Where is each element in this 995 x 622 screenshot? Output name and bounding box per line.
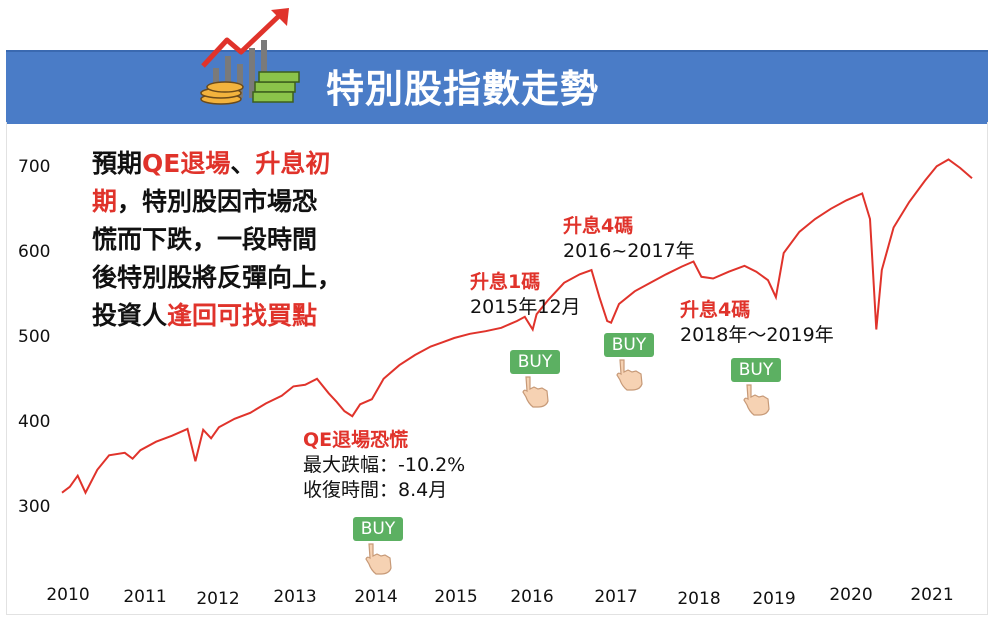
annotation-title: 升息1碼 (470, 271, 541, 293)
pointing-hand-icon (743, 384, 770, 416)
pointing-hand-icon (522, 376, 549, 408)
buy-button[interactable]: BUY (510, 350, 560, 374)
x-tick-label: 2015 (434, 587, 478, 607)
note-text: 投資人 (92, 301, 168, 330)
pointing-hand-icon (616, 359, 643, 391)
annotation-hike4a: 升息4碼 2016~2017年 (563, 214, 695, 264)
rising-chart-money-icon (200, 8, 300, 105)
annotation-title: 升息4碼 (563, 215, 634, 237)
page-title: 特別股指數走勢 (326, 67, 600, 111)
x-tick-label: 2010 (46, 585, 90, 605)
annotation-hike1: 升息1碼 2015年12月 (470, 270, 581, 320)
note-text: 慌而下跌，一段時間 (92, 225, 318, 254)
annotation-qe: QE退場恐慌 最大跌幅：-10.2% 收復時間：8.4月 (303, 428, 465, 503)
note-text: 、 (230, 149, 256, 178)
x-tick-label: 2014 (354, 587, 398, 607)
annotation-text: 收復時間：8.4月 (303, 479, 448, 501)
buy-button[interactable]: BUY (353, 517, 403, 541)
y-tick-label: 600 (18, 242, 51, 262)
annotation-text: 最大跌幅：-10.2% (303, 454, 466, 476)
x-tick-label: 2019 (752, 589, 796, 609)
explanation-note: 預期QE退場、升息初 期，特別股因市場恐 慌而下跌，一段時間 後特別股將反彈向上… (92, 145, 402, 335)
y-tick-label: 700 (18, 157, 51, 177)
chart-frame (6, 122, 988, 615)
x-tick-label: 2012 (196, 589, 240, 609)
y-tick-label: 300 (18, 497, 51, 517)
x-tick-label: 2017 (594, 587, 638, 607)
annotation-text: 2015年12月 (470, 296, 581, 318)
y-tick-label: 400 (18, 412, 51, 432)
title-banner (6, 50, 988, 124)
note-highlight: 升息初 (255, 149, 331, 178)
annotation-title: 升息4碼 (680, 299, 751, 321)
x-tick-label: 2011 (123, 587, 167, 607)
note-highlight: 逢回可找買點 (167, 301, 318, 330)
note-text: ，特別股因市場恐 (117, 187, 318, 216)
note-highlight: 期 (92, 187, 118, 216)
buy-button[interactable]: BUY (731, 358, 781, 382)
y-tick-label: 500 (18, 327, 51, 347)
note-highlight: QE退場 (142, 149, 231, 178)
annotation-hike4b: 升息4碼 2018年～2019年 (680, 298, 834, 348)
x-tick-label: 2016 (510, 587, 554, 607)
x-tick-label: 2013 (273, 587, 317, 607)
annotation-text: 2016~2017年 (563, 240, 695, 262)
pointing-hand-icon (365, 543, 392, 575)
x-tick-label: 2020 (829, 585, 873, 605)
note-text: 預期 (92, 149, 143, 178)
series-line (61, 158, 973, 495)
note-text: 後特別股將反彈向上， (92, 263, 343, 292)
annotation-text: 2018年～2019年 (680, 324, 834, 346)
x-tick-label: 2018 (677, 589, 721, 609)
annotation-title: QE退場恐慌 (303, 429, 409, 451)
buy-button[interactable]: BUY (604, 333, 654, 357)
x-tick-label: 2021 (910, 585, 954, 605)
